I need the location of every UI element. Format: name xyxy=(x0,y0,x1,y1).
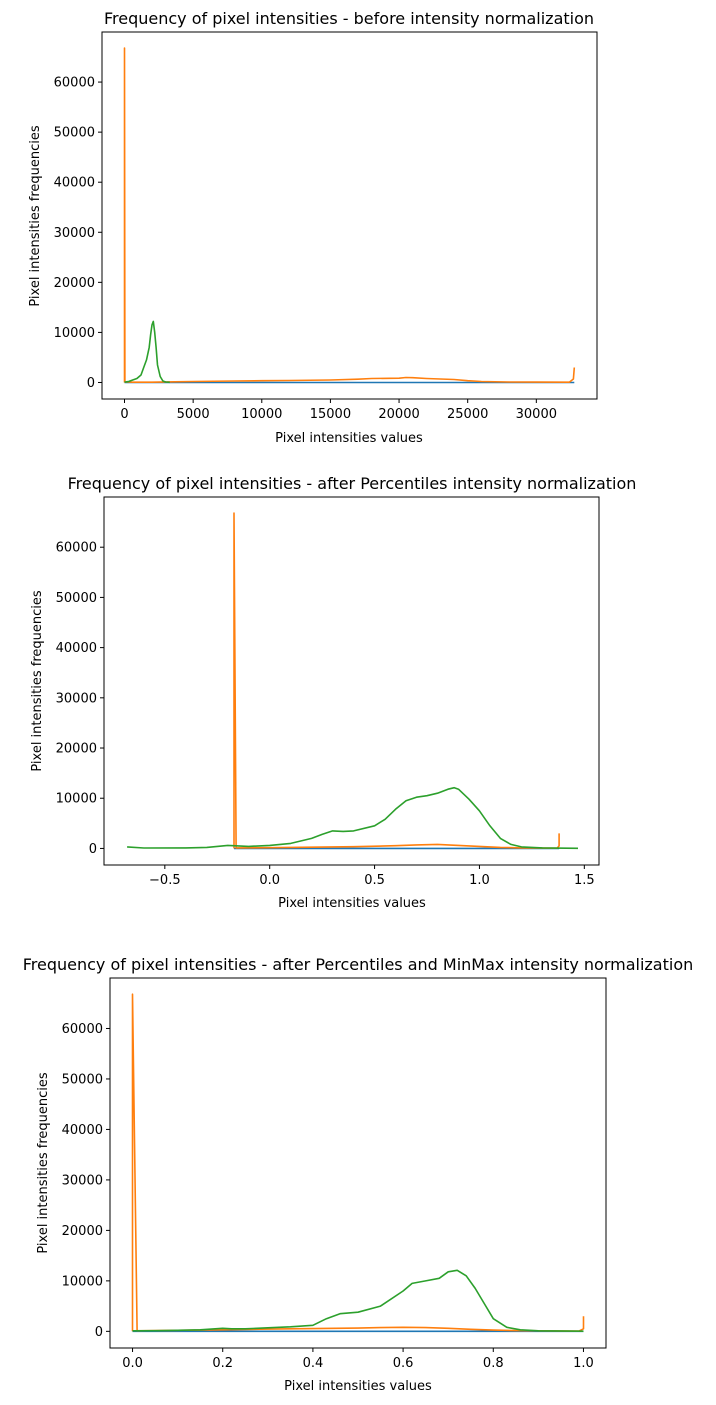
chart-3-y-tick-label: 10000 xyxy=(62,1274,103,1289)
chart-3-series-line-3 xyxy=(132,1269,584,1332)
chart-2-x-tick-label: 1.5 xyxy=(574,873,595,888)
chart-1-series-line-2 xyxy=(123,47,576,383)
chart-2-plot-frame xyxy=(103,496,600,866)
chart-2-x-tick-label: 0.5 xyxy=(364,873,385,888)
chart-1-plot-frame xyxy=(101,31,598,400)
chart-1-x-ticks: 0 5000 10000 15000 20000 25000 30000 xyxy=(120,399,557,422)
chart-panel-2: Frequency of pixel intensities - after P… xyxy=(30,474,636,911)
chart-3-x-ticks: 0.0 0.2 0.4 0.6 0.8 1.0 xyxy=(122,1348,594,1371)
chart-1-y-tick-label: 50000 xyxy=(54,126,95,141)
chart-3-series xyxy=(131,993,585,1333)
chart-2-x-axis-label: Pixel intensities values xyxy=(278,896,426,911)
chart-2-y-tick-label: 50000 xyxy=(56,591,97,606)
chart-2-x-tick-label: −0.5 xyxy=(149,873,181,888)
chart-3-x-tick-label: 0.4 xyxy=(303,1356,324,1371)
chart-3-plot-frame xyxy=(109,977,607,1349)
chart-2-y-tick-label: 60000 xyxy=(56,541,97,556)
chart-2-y-axis-label: Pixel intensities frequencies xyxy=(30,590,45,772)
chart-3-title: Frequency of pixel intensities - after P… xyxy=(23,955,694,974)
chart-3-x-tick-label: 0.6 xyxy=(393,1356,414,1371)
chart-panel-3: Frequency of pixel intensities - after P… xyxy=(23,955,694,1394)
chart-1-x-tick-label: 5000 xyxy=(177,407,210,422)
chart-1-y-tick-label: 60000 xyxy=(54,76,95,91)
chart-panel-1: Frequency of pixel intensities - before … xyxy=(28,9,598,446)
chart-2-y-tick-label: 10000 xyxy=(56,792,97,807)
chart-2-series-line-2 xyxy=(233,512,560,849)
chart-1-x-tick-label: 20000 xyxy=(378,407,419,422)
chart-3-y-tick-label: 20000 xyxy=(62,1224,103,1239)
chart-1-x-tick-label: 10000 xyxy=(241,407,282,422)
chart-2-series-line-3 xyxy=(127,786,579,850)
chart-2-y-tick-label: 20000 xyxy=(56,742,97,757)
chart-2-x-ticks: −0.5 0.0 0.5 1.0 1.5 xyxy=(149,865,595,888)
chart-1-x-tick-label: 30000 xyxy=(516,407,557,422)
chart-1-y-tick-label: 30000 xyxy=(54,226,95,241)
chart-1-x-axis-label: Pixel intensities values xyxy=(275,431,423,446)
chart-1-x-tick-label: 25000 xyxy=(447,407,488,422)
chart-3-series-line-2 xyxy=(131,993,585,1332)
chart-3-y-axis-label: Pixel intensities frequencies xyxy=(36,1072,51,1254)
chart-2-series xyxy=(127,512,579,850)
chart-3-y-tick-label: 30000 xyxy=(62,1173,103,1188)
chart-2-y-tick-label: 0 xyxy=(89,842,97,857)
chart-2-title: Frequency of pixel intensities - after P… xyxy=(68,474,637,493)
chart-3-x-axis-label: Pixel intensities values xyxy=(284,1379,432,1394)
chart-1-y-ticks: 0 10000 20000 30000 40000 50000 60000 xyxy=(54,76,102,391)
chart-1-title: Frequency of pixel intensities - before … xyxy=(104,9,594,28)
chart-2-y-ticks: 0 10000 20000 30000 40000 50000 60000 xyxy=(56,541,104,857)
chart-1-y-tick-label: 10000 xyxy=(54,326,95,341)
chart-3-x-tick-label: 0.0 xyxy=(122,1356,143,1371)
chart-1-y-tick-label: 20000 xyxy=(54,276,95,291)
chart-3-y-ticks: 0 10000 20000 30000 40000 50000 60000 xyxy=(62,1022,110,1340)
chart-2-x-tick-label: 1.0 xyxy=(469,873,490,888)
chart-2-x-tick-label: 0.0 xyxy=(259,873,280,888)
chart-2-y-tick-label: 40000 xyxy=(56,641,97,656)
chart-1-series xyxy=(123,47,576,384)
chart-1-x-tick-label: 15000 xyxy=(310,407,351,422)
chart-1-y-tick-label: 0 xyxy=(87,376,95,391)
chart-3-x-tick-label: 0.2 xyxy=(212,1356,233,1371)
chart-2-y-tick-label: 30000 xyxy=(56,691,97,706)
chart-3-y-tick-label: 40000 xyxy=(62,1123,103,1138)
chart-3-y-tick-label: 50000 xyxy=(62,1072,103,1087)
chart-3-x-tick-label: 0.8 xyxy=(483,1356,504,1371)
chart-1-x-tick-label: 0 xyxy=(120,407,128,422)
chart-3-y-tick-label: 60000 xyxy=(62,1022,103,1037)
chart-3-x-tick-label: 1.0 xyxy=(573,1356,594,1371)
chart-1-series-line-3 xyxy=(124,320,170,384)
chart-1-y-tick-label: 40000 xyxy=(54,176,95,191)
chart-3-y-tick-label: 0 xyxy=(95,1325,103,1340)
chart-1-y-axis-label: Pixel intensities frequencies xyxy=(28,125,43,307)
